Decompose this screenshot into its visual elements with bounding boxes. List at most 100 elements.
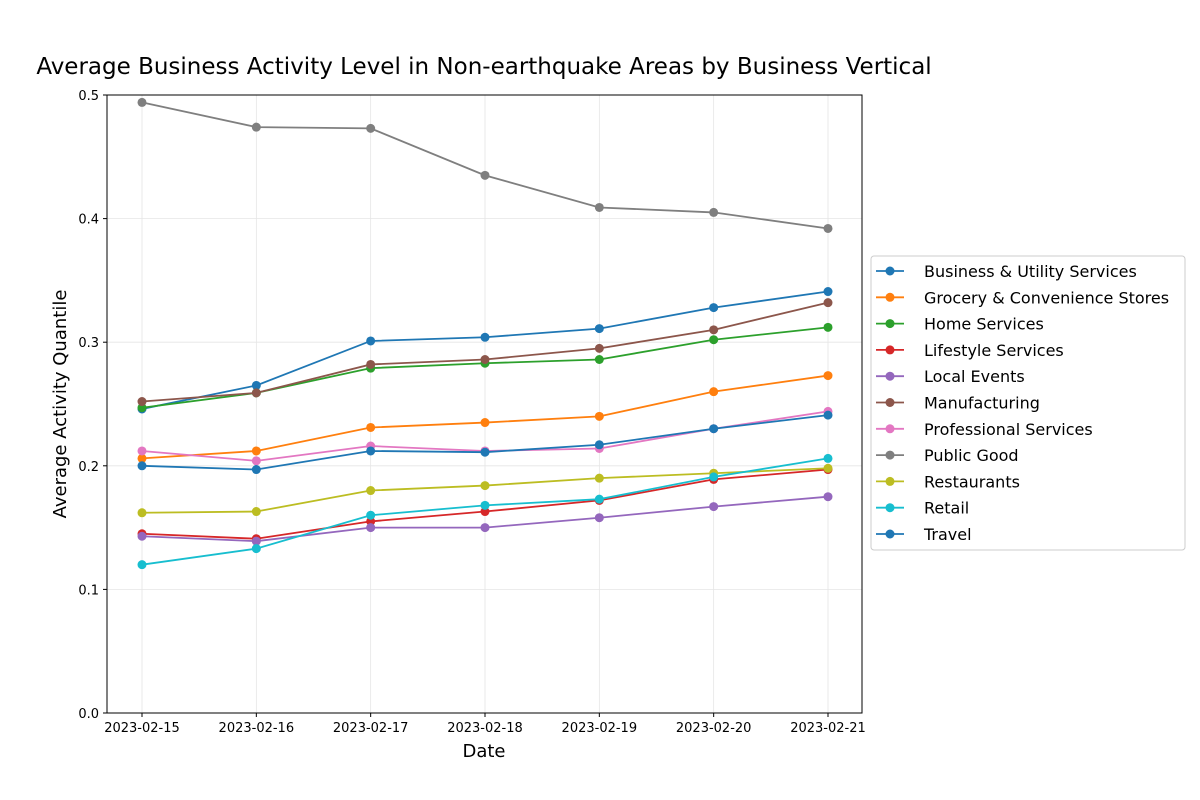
data-point (137, 446, 147, 456)
data-point (823, 463, 833, 473)
data-point (709, 303, 719, 313)
data-point (594, 343, 604, 353)
data-point (823, 492, 833, 502)
legend-marker (885, 424, 895, 434)
data-point (709, 335, 719, 345)
data-point (480, 481, 490, 491)
series-retail (137, 453, 833, 570)
data-point (366, 359, 376, 369)
data-point (480, 355, 490, 365)
data-point (251, 536, 261, 546)
data-point (480, 507, 490, 517)
x-ticks: 2023-02-15 2023-02-16 2023-02-17 2023-02-18… (104, 713, 866, 736)
legend-label: Manufacturing (924, 394, 1040, 413)
data-point (366, 516, 376, 526)
legend-label: Lifestyle Services (924, 341, 1064, 360)
x-tick-label: 2023-02-18 (447, 721, 523, 736)
legend-marker (885, 345, 895, 355)
data-point (594, 494, 604, 504)
legend-box (870, 255, 1186, 551)
chart-title: Average Business Activity Level in Non-e… (36, 54, 931, 80)
legend-label: Home Services (924, 315, 1044, 334)
y-tick-label: 0.1 (78, 583, 99, 598)
data-point (366, 523, 376, 533)
legend-label: Travel (923, 525, 972, 544)
data-point (366, 486, 376, 496)
data-point (137, 531, 147, 541)
y-axis-label: Average Activity Quantile (50, 290, 71, 519)
data-point (251, 122, 261, 132)
plot-frame (106, 94, 863, 714)
data-point (251, 507, 261, 517)
legend-marker (885, 266, 895, 276)
data-point (709, 502, 719, 512)
legend-marker (885, 503, 895, 513)
data-point (137, 403, 147, 413)
data-point (709, 325, 719, 335)
y-ticks: 0.0 0.1 0.2 0.3 0.4 0.5 (78, 89, 107, 722)
legend-marker (885, 450, 895, 460)
data-point (480, 523, 490, 533)
legend-marker (885, 292, 895, 302)
legend: Business & Utility Services Grocery & Con… (870, 255, 1186, 551)
x-axis-label: Date (462, 741, 505, 762)
data-point (594, 355, 604, 365)
data-point (594, 440, 604, 450)
series-local-events (137, 492, 833, 546)
data-point (594, 324, 604, 334)
data-point (137, 508, 147, 518)
series-grocery-convenience-stores (137, 371, 833, 463)
data-point (823, 287, 833, 297)
data-point (137, 97, 147, 107)
data-point (823, 322, 833, 332)
data-point (251, 446, 261, 456)
series-public-good (137, 97, 833, 233)
x-tick-label: 2023-02-20 (676, 721, 752, 736)
data-point (366, 446, 376, 456)
series-manufacturing (137, 298, 833, 407)
grid (107, 94, 862, 714)
data-point (366, 510, 376, 520)
data-point (823, 453, 833, 463)
data-point (137, 461, 147, 471)
data-point (251, 456, 261, 466)
data-point (251, 380, 261, 390)
legend-marker (885, 371, 895, 381)
data-point (823, 410, 833, 420)
legend-label: Local Events (924, 367, 1025, 386)
legend-marker (885, 398, 895, 407)
y-tick-label: 0.0 (78, 707, 99, 722)
data-point (480, 418, 490, 428)
y-tick-label: 0.4 (78, 213, 99, 228)
legend-label: Retail (924, 499, 969, 518)
legend-marker (885, 529, 895, 539)
data-point (594, 473, 604, 483)
data-point (366, 123, 376, 133)
x-tick-label: 2023-02-17 (333, 721, 409, 736)
legend-label: Public Good (924, 446, 1019, 465)
legend-marker (885, 319, 895, 329)
legend-label: Business & Utility Services (924, 262, 1137, 281)
data-point (480, 332, 490, 342)
data-point (709, 472, 719, 482)
data-point (480, 500, 490, 510)
data-point (137, 453, 147, 463)
series-travel (137, 410, 833, 475)
data-point (137, 560, 147, 570)
data-point (709, 207, 719, 217)
data-point (137, 397, 147, 407)
data-point (594, 202, 604, 212)
legend-label: Restaurants (924, 472, 1020, 491)
data-point (366, 422, 376, 432)
data-point (480, 170, 490, 180)
x-tick-label: 2023-02-21 (790, 721, 866, 736)
legend-marker (885, 476, 895, 486)
x-tick-label: 2023-02-16 (219, 721, 295, 736)
series-lines (137, 97, 833, 570)
data-point (709, 424, 719, 434)
data-point (251, 465, 261, 475)
data-point (823, 223, 833, 233)
x-tick-label: 2023-02-19 (562, 721, 638, 736)
y-tick-label: 0.5 (78, 89, 99, 104)
